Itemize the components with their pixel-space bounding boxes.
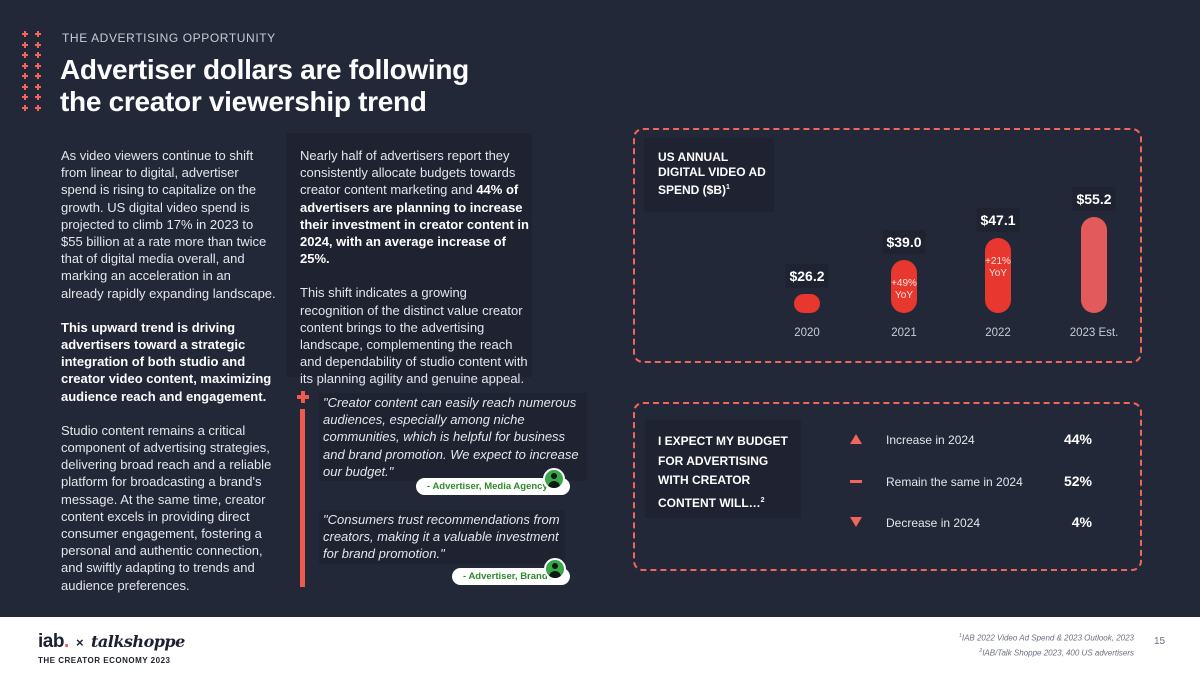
ad-spend-chart-panel (633, 128, 1142, 363)
source-2: 2IAB/Talk Shoppe 2023, 400 US advertiser… (979, 647, 1134, 658)
dash-icon (850, 476, 862, 488)
sources: 1IAB 2022 Video Ad Spend & 2023 Outlook,… (959, 630, 1134, 659)
chart-title: US ANNUAL DIGITAL VIDEO AD SPEND ($B)1 (644, 138, 774, 212)
intro-paragraph-1: As video viewers continue to shift from … (61, 148, 276, 301)
talkshoppe-logo: talkshoppe (91, 632, 185, 651)
option-label: Increase in 2024 (886, 433, 975, 447)
intro-paragraph-2: This upward trend is driving advertisers… (61, 319, 272, 404)
option-decrease: Decrease in 2024 4% (850, 513, 1110, 533)
insight-paragraph-2: This shift indicates a growing recogniti… (300, 285, 528, 387)
logo-separator: × (76, 635, 84, 650)
option-increase: Increase in 2024 44% (850, 430, 1110, 450)
source-1: 1IAB 2022 Video Ad Spend & 2023 Outlook,… (959, 633, 1134, 643)
option-pct: 44% (1063, 431, 1092, 447)
quote-2: "Consumers trust recommendations from cr… (319, 510, 565, 564)
insight-paragraph-1: Nearly half of advertisers report they c… (300, 148, 529, 267)
intro-column: As video viewers continue to shift from … (61, 147, 276, 611)
triangle-up-icon (850, 434, 862, 446)
advertiser-insight-box: Nearly half of advertisers report they c… (286, 133, 532, 386)
person-icon (543, 468, 565, 490)
iab-logo: iab. (38, 631, 69, 652)
quote-1: "Creator content can easily reach numero… (319, 393, 587, 482)
triangle-down-icon (850, 517, 862, 529)
title-line-2: the creator viewership trend (60, 86, 427, 117)
footer (0, 617, 1200, 675)
quote-2-attribution: - Advertiser, Brand (452, 568, 570, 585)
intro-paragraph-3: Studio content remains a critical compon… (61, 422, 272, 593)
survey-question: I EXPECT MY BUDGET FOR ADVERTISING WITH … (645, 420, 801, 518)
budget-expectation-panel (633, 402, 1142, 571)
quote-plus-icon (297, 391, 309, 403)
title-line-1: Advertiser dollars are following (60, 54, 469, 85)
option-pct: 4% (1071, 514, 1092, 530)
person-icon (544, 558, 566, 580)
quote-accent-bar (300, 409, 305, 587)
option-label: Remain the same in 2024 (886, 475, 1023, 489)
report-name: THE CREATOR ECONOMY 2023 (38, 656, 171, 665)
option-same: Remain the same in 2024 52% (850, 472, 1110, 492)
option-label: Decrease in 2024 (886, 516, 981, 530)
quote-1-attribution: - Advertiser, Media Agency (416, 478, 570, 495)
option-pct: 52% (1063, 473, 1092, 489)
page-title: Advertiser dollars are following the cre… (60, 54, 469, 118)
decorative-plus-grid (22, 29, 42, 113)
page-number: 15 (1154, 636, 1166, 647)
section-eyebrow: THE ADVERTISING OPPORTUNITY (62, 31, 276, 45)
